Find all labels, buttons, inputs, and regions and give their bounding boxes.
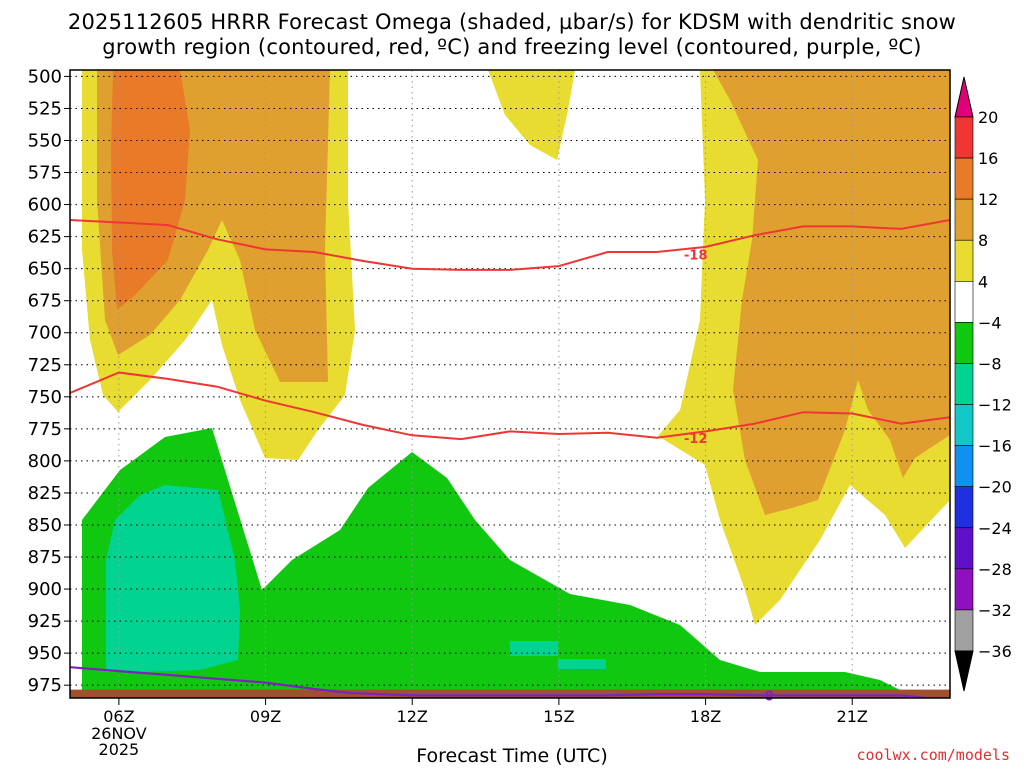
colorbar-bin (954, 527, 974, 570)
colorbar-bin (954, 281, 974, 323)
colorbar-bin (954, 157, 974, 200)
colorbar: 20 16 12 8 4 −4 −8 −12 −16 −20 −24 −28 −32 −36 (954, 76, 1012, 692)
colorbar-tick-label: 4 (978, 272, 988, 291)
x-tick-label: 18Z (690, 707, 721, 726)
omega-area-right (713, 70, 950, 515)
isotherm-minus12-line (70, 371, 950, 441)
colorbar-tick-label: −36 (978, 642, 1012, 661)
omega-area-lower (82, 428, 900, 690)
colorbar-bin (954, 486, 974, 529)
y-tick-label: 800 (28, 451, 62, 472)
y-tick-label: 775 (28, 419, 62, 440)
omega-shading (82, 70, 950, 690)
y-tick-label: 600 (28, 195, 62, 216)
colorbar-tick-label: 12 (978, 190, 998, 209)
colorbar-bin (954, 363, 974, 405)
freezing-level-line-label: 0 (765, 689, 774, 704)
y-tick-label: 625 (28, 227, 62, 248)
y-tick-label: 525 (28, 98, 62, 119)
y-tick-label: 875 (28, 547, 62, 568)
omega-area-top-center (488, 70, 575, 160)
colorbar-bin (954, 198, 974, 241)
x-tick-date: 26NOV (91, 724, 147, 743)
credit-text: coolwx.com/models (856, 746, 1010, 764)
chart-title-line-2: growth region (contoured, red, ºC) and f… (102, 35, 922, 59)
y-tick-label: 925 (28, 611, 62, 632)
x-tick-label: 15Z (543, 707, 574, 726)
grid-lines (70, 70, 950, 698)
x-tick-label: 12Z (397, 707, 428, 726)
contour-labels: -18 -12 0 (684, 249, 774, 705)
colorbar-tick-label: 20 (978, 108, 998, 127)
y-tick-label: 975 (28, 675, 62, 696)
y-tick-label: 900 (28, 579, 62, 600)
y-tick-label: 700 (28, 323, 62, 344)
omega-area-lower (106, 485, 240, 672)
colorbar-top-arrow (954, 76, 974, 118)
terrain-ground (70, 689, 950, 698)
freezing-level-line (70, 666, 936, 698)
colorbar-bin (954, 322, 974, 364)
isotherm-minus18-line (70, 219, 950, 271)
y-tick-label: 950 (28, 643, 62, 664)
contours (70, 219, 950, 698)
isotherm-minus12-line-label: -12 (684, 432, 708, 447)
colorbar-tick-label: −16 (978, 437, 1012, 456)
colorbar-tick-label: −12 (978, 396, 1012, 415)
y-tick-label: 550 (28, 130, 62, 151)
colorbar-bin (954, 568, 974, 611)
colorbar-bin (954, 116, 974, 159)
colorbar-tick-label: −4 (978, 313, 1002, 332)
colorbar-bin (954, 445, 974, 487)
colorbar-tick-label: −28 (978, 560, 1012, 579)
y-tick-label: 725 (28, 355, 62, 376)
y-tick-label: 500 (28, 66, 62, 87)
y-axis: 500 525 550 575 600 625 650 675 700 725 750 775 800 8… (28, 66, 70, 696)
x-tick-label: 06Z (103, 707, 134, 726)
colorbar-tick-label: −8 (978, 354, 1002, 373)
x-tick-label: 21Z (837, 707, 868, 726)
omega-area-left-upper (111, 70, 190, 310)
colorbar-bin (954, 609, 974, 652)
y-tick-label: 825 (28, 483, 62, 504)
x-tick-year: 2025 (99, 740, 140, 759)
y-tick-label: 850 (28, 515, 62, 536)
colorbar-bin (954, 239, 974, 282)
y-tick-label: 575 (28, 163, 62, 184)
plot-frame (69, 69, 951, 699)
colorbar-bin (954, 404, 974, 446)
colorbar-tick-label: 8 (978, 231, 988, 250)
colorbar-tick-label: −20 (978, 478, 1012, 497)
isotherm-minus18-line-label: -18 (684, 249, 708, 264)
y-tick-label: 650 (28, 259, 62, 280)
chart-title-line-1: 2025112605 HRRR Forecast Omega (shaded, … (67, 10, 957, 34)
x-tick-label: 09Z (250, 707, 281, 726)
y-tick-label: 675 (28, 291, 62, 312)
omega-area-lower (558, 659, 606, 669)
colorbar-bottom-arrow (954, 650, 974, 692)
colorbar-tick-label: −32 (978, 601, 1012, 620)
omega-area-lower (510, 641, 558, 656)
x-axis-label: Forecast Time (UTC) (416, 745, 608, 767)
colorbar-tick-label: −24 (978, 519, 1012, 538)
y-tick-label: 750 (28, 387, 62, 408)
colorbar-tick-label: 16 (978, 149, 998, 168)
